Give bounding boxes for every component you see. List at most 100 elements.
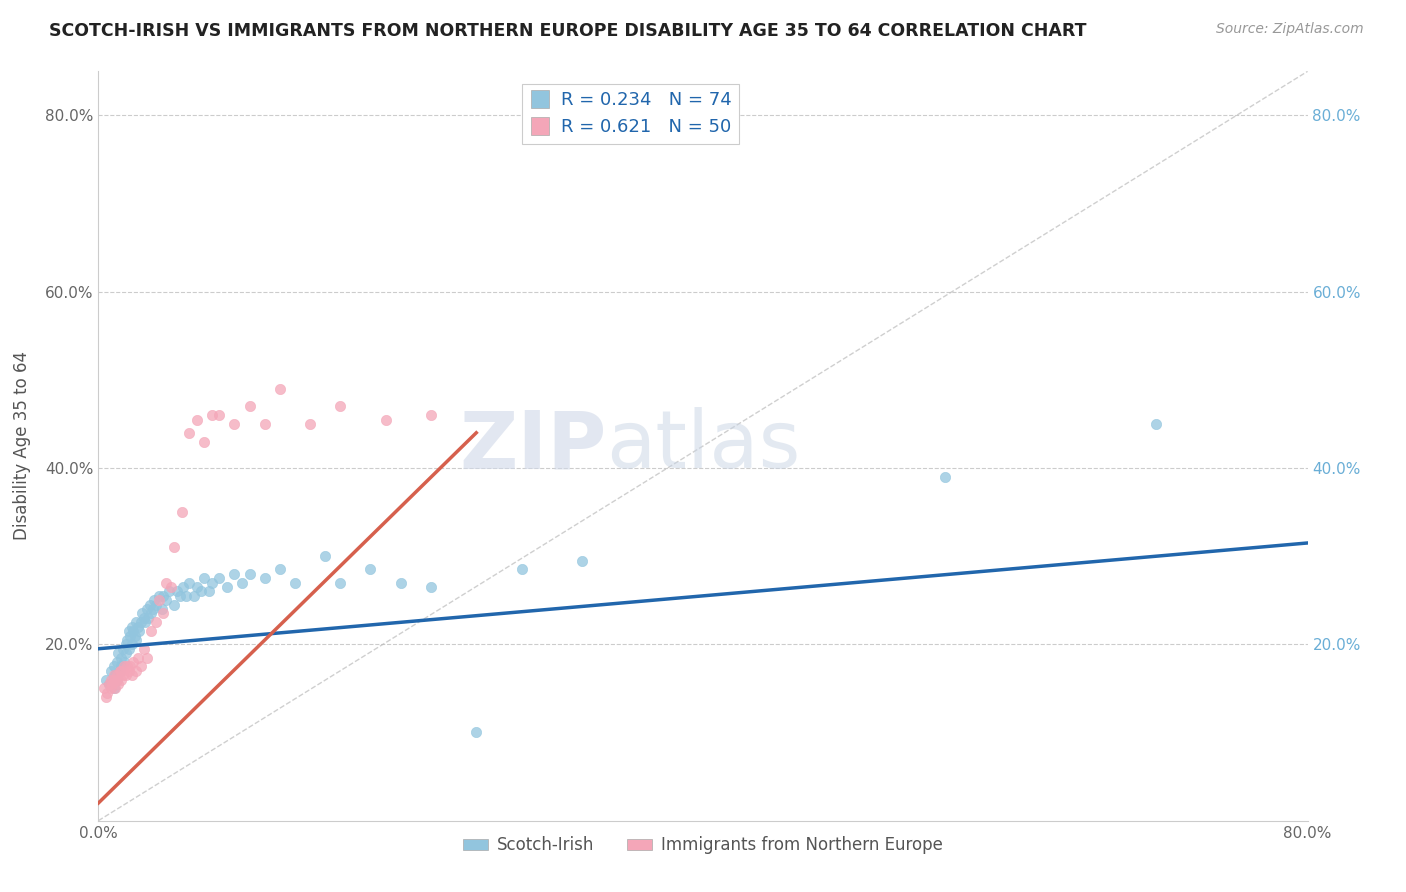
Point — [284, 575, 307, 590]
Point — [389, 575, 412, 590]
Point — [166, 584, 188, 599]
Point — [110, 650, 132, 665]
Point — [124, 628, 146, 642]
Point — [163, 598, 186, 612]
Point — [1144, 417, 1167, 431]
Point — [105, 673, 128, 687]
Point — [139, 598, 162, 612]
Point — [420, 580, 443, 594]
Point — [120, 628, 142, 642]
Point — [127, 620, 149, 634]
Point — [934, 470, 956, 484]
Point — [190, 584, 212, 599]
Point — [239, 400, 262, 414]
Point — [111, 641, 134, 656]
Point — [98, 677, 121, 691]
Point — [201, 575, 224, 590]
Point — [125, 632, 148, 647]
Point — [172, 580, 194, 594]
Point — [103, 668, 125, 682]
Point — [135, 602, 157, 616]
Y-axis label: Disability Age 35 to 64: Disability Age 35 to 64 — [13, 351, 31, 541]
Point — [104, 681, 127, 696]
Point — [127, 650, 149, 665]
Point — [108, 664, 131, 678]
Point — [114, 637, 136, 651]
Point — [329, 575, 352, 590]
Text: SCOTCH-IRISH VS IMMIGRANTS FROM NORTHERN EUROPE DISABILITY AGE 35 TO 64 CORRELAT: SCOTCH-IRISH VS IMMIGRANTS FROM NORTHERN… — [49, 22, 1087, 40]
Point — [122, 624, 145, 639]
Legend: Scotch-Irish, Immigrants from Northern Europe: Scotch-Irish, Immigrants from Northern E… — [457, 830, 949, 861]
Point — [131, 607, 153, 621]
Point — [197, 584, 219, 599]
Point — [269, 562, 291, 576]
Point — [360, 562, 382, 576]
Point — [174, 589, 197, 603]
Point — [571, 553, 593, 567]
Point — [183, 589, 205, 603]
Point — [100, 673, 122, 687]
Point — [98, 677, 121, 691]
Point — [208, 571, 231, 585]
Point — [208, 408, 231, 422]
Text: Source: ZipAtlas.com: Source: ZipAtlas.com — [1216, 22, 1364, 37]
Point — [143, 593, 166, 607]
Point — [135, 650, 157, 665]
Point — [148, 589, 170, 603]
Point — [215, 580, 238, 594]
Point — [100, 664, 122, 678]
Point — [148, 593, 170, 607]
Point — [193, 434, 215, 449]
Point — [114, 668, 136, 682]
Point — [122, 655, 145, 669]
Point — [108, 664, 131, 678]
Point — [141, 607, 163, 621]
Point — [510, 562, 533, 576]
Point — [112, 659, 135, 673]
Point — [129, 659, 152, 673]
Point — [120, 659, 142, 673]
Point — [269, 382, 291, 396]
Point — [105, 655, 128, 669]
Point — [150, 602, 173, 616]
Point — [94, 673, 117, 687]
Point — [314, 549, 336, 564]
Point — [224, 417, 246, 431]
Text: atlas: atlas — [606, 407, 800, 485]
Point — [299, 417, 322, 431]
Point — [179, 575, 201, 590]
Point — [132, 641, 155, 656]
Point — [96, 686, 118, 700]
Point — [111, 668, 134, 682]
Point — [101, 677, 124, 691]
Point — [103, 681, 125, 696]
Point — [145, 598, 167, 612]
Point — [93, 681, 115, 696]
Point — [193, 571, 215, 585]
Point — [103, 673, 125, 687]
Point — [125, 664, 148, 678]
Point — [420, 408, 443, 422]
Point — [145, 615, 167, 630]
Point — [105, 673, 128, 687]
Point — [118, 624, 141, 639]
Point — [104, 668, 127, 682]
Point — [231, 575, 253, 590]
Point — [94, 690, 117, 705]
Point — [160, 580, 183, 594]
Point — [105, 668, 128, 682]
Point — [163, 541, 186, 555]
Point — [136, 611, 159, 625]
Point — [329, 400, 352, 414]
Point — [201, 408, 224, 422]
Point — [107, 646, 129, 660]
Point — [107, 677, 129, 691]
Point — [152, 589, 174, 603]
Point — [110, 659, 132, 673]
Point — [239, 566, 262, 581]
Point — [110, 664, 132, 678]
Point — [179, 425, 201, 440]
Point — [125, 615, 148, 630]
Point — [118, 641, 141, 656]
Point — [115, 659, 138, 673]
